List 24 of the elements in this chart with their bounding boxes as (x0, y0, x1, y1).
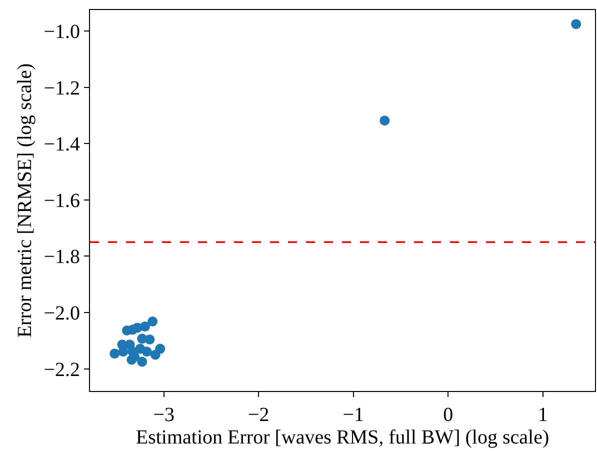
x-tick-label: −3 (153, 404, 175, 426)
y-tick-label: −2.2 (44, 358, 80, 381)
x-tick-label: −1 (342, 404, 364, 426)
x-tick-label: −2 (248, 404, 270, 426)
point (571, 19, 582, 30)
y-tick-label: −2.0 (44, 302, 80, 324)
point (118, 346, 128, 357)
x-axis-title: Estimation Error [waves RMS, full BW] (log scale) (136, 426, 550, 448)
y-tick-label: −1.2 (44, 77, 80, 100)
y-axis-title: Error metric [NRMSE] (log scale) (14, 63, 36, 338)
y-tick-label: −1.6 (44, 190, 80, 212)
point (128, 324, 138, 335)
point (150, 350, 160, 360)
point (137, 356, 148, 367)
x-tick-label: 1 (538, 404, 548, 426)
point (110, 348, 120, 359)
point (142, 346, 152, 357)
x-tick-label: 0 (443, 404, 454, 426)
point (148, 316, 158, 326)
point (380, 116, 390, 126)
point (144, 334, 155, 345)
y-tick-label: −1.8 (44, 246, 80, 268)
y-tick-label: −1.0 (44, 21, 80, 44)
y-tick-label: −1.4 (44, 134, 80, 156)
